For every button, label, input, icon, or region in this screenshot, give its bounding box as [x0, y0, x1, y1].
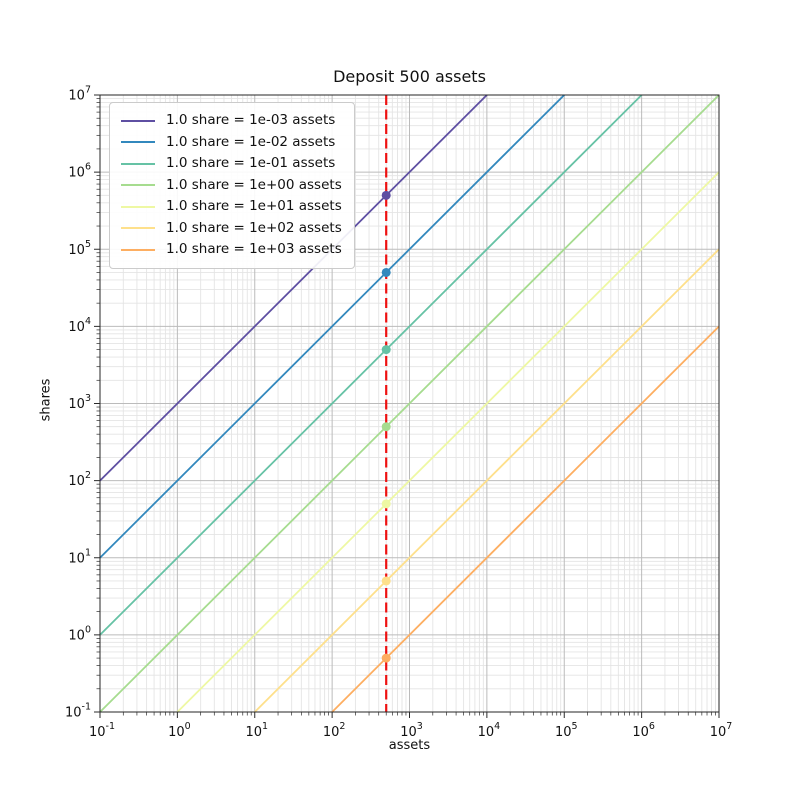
legend-line-swatch: [121, 248, 155, 251]
rate-line: [254, 248, 720, 713]
legend-item-label: 1.0 share = 1e+03 assets: [166, 241, 342, 257]
x-tick-label: 100: [168, 721, 191, 740]
legend-item-label: 1.0 share = 1e+00 assets: [166, 176, 342, 193]
intersection-marker: [381, 422, 391, 432]
intersection-marker: [381, 499, 391, 509]
y-axis-label: shares: [38, 378, 54, 422]
legend-line-swatch: [121, 162, 155, 165]
legend-item: 1.0 share = 1e+02 assets: [121, 218, 342, 240]
rate-line: [99, 94, 643, 636]
x-axis-label: assets: [388, 738, 431, 753]
rate-line: [99, 94, 488, 482]
x-tick-label: 10-1: [89, 721, 115, 740]
rate-line: [331, 325, 720, 713]
intersection-marker: [381, 576, 391, 586]
legend-line-swatch: [121, 227, 155, 230]
legend-item-label: 1.0 share = 1e-01 assets: [166, 155, 336, 171]
legend-line-swatch: [121, 119, 155, 122]
legend-item: 1.0 share = 1e+03 assets: [121, 239, 342, 261]
x-tick-label: 102: [323, 721, 346, 740]
intersection-marker: [381, 345, 391, 355]
legend-item-label: 1.0 share = 1e+02 assets: [166, 219, 342, 236]
legend-line-swatch: [121, 141, 155, 144]
rate-line: [99, 94, 565, 559]
x-tick-label: 101: [245, 721, 268, 740]
x-tick-label: 103: [400, 721, 423, 740]
legend-item: 1.0 share = 1e+00 assets: [121, 175, 342, 197]
y-tick-label: 104: [68, 316, 91, 335]
y-tick-label: 102: [68, 470, 91, 489]
legend-item: 1.0 share = 1e+01 assets: [121, 196, 342, 218]
legend-item: 1.0 share = 1e-01 assets: [121, 153, 342, 175]
legend-item: 1.0 share = 1e-03 assets: [121, 110, 342, 132]
legend-item-label: 1.0 share = 1e+01 assets: [166, 198, 342, 214]
legend-item: 1.0 share = 1e-02 assets: [121, 132, 342, 154]
x-tick-label: 106: [632, 721, 655, 740]
intersection-marker: [381, 190, 391, 200]
legend-item-label: 1.0 share = 1e-03 assets: [166, 112, 336, 128]
legend-item-label: 1.0 share = 1e-02 assets: [166, 133, 336, 150]
y-tick-label: 107: [68, 85, 91, 104]
legend: 1.0 share = 1e-03 assets 1.0 share = 1e-0…: [109, 102, 355, 269]
legend-line-swatch: [121, 184, 155, 187]
intersection-marker: [381, 267, 391, 277]
rate-line: [99, 94, 720, 713]
x-tick-label: 107: [710, 721, 733, 740]
y-tick-label: 103: [68, 393, 91, 412]
y-tick-label: 106: [68, 162, 91, 181]
y-tick-label: 100: [68, 624, 91, 643]
chart-title: Deposit 500 assets: [333, 67, 486, 86]
legend-line-swatch: [121, 205, 155, 208]
rate-line: [176, 171, 720, 713]
y-tick-label: 105: [68, 239, 91, 258]
y-tick-label: 101: [68, 547, 91, 566]
intersection-marker: [381, 653, 391, 663]
y-tick-label: 10-1: [65, 702, 91, 721]
x-tick-label: 105: [555, 721, 578, 740]
x-tick-label: 104: [478, 721, 501, 740]
